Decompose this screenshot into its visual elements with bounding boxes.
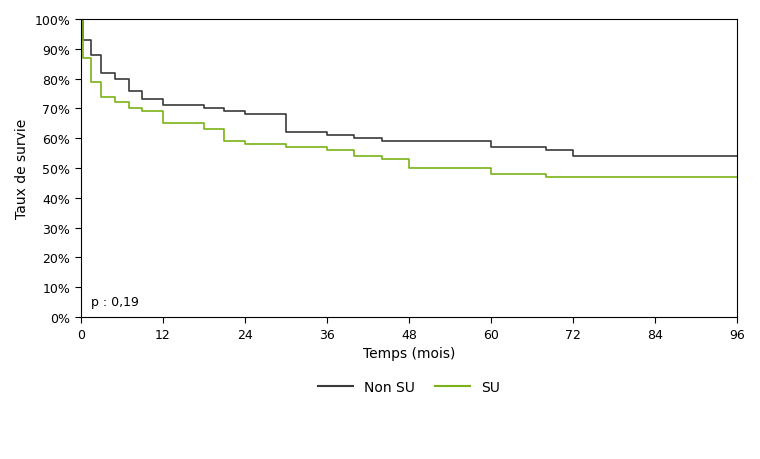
Text: p : 0,19: p : 0,19 [91,296,139,308]
X-axis label: Temps (mois): Temps (mois) [363,346,455,360]
Y-axis label: Taux de survie: Taux de survie [15,119,29,218]
Legend: Non SU, SU: Non SU, SU [312,375,505,400]
